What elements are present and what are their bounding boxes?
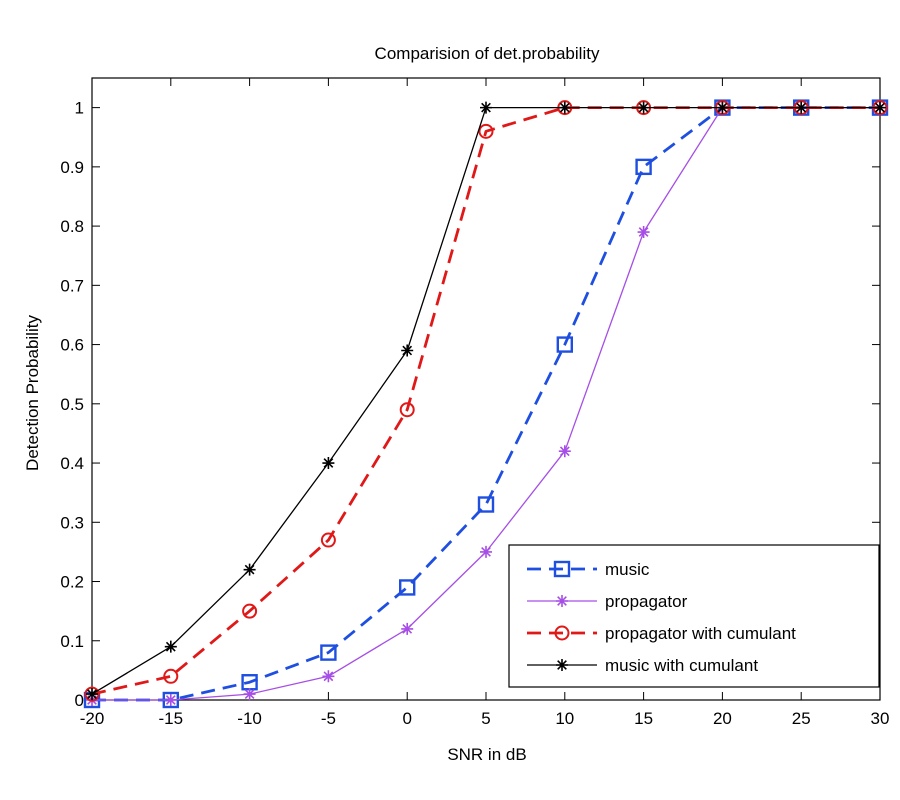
data-point-propagator-with-cumulant — [399, 402, 415, 418]
data-point-propagator — [637, 226, 650, 239]
legend-label-propagator-with-cumulant: propagator with cumulant — [605, 624, 796, 643]
data-point-music — [477, 496, 495, 513]
y-tick-label: 0.9 — [60, 158, 84, 177]
data-point-music-with-cumulant — [401, 344, 414, 357]
x-tick-label: 0 — [402, 709, 411, 728]
data-point-music-with-cumulant — [164, 640, 177, 653]
legend-marker-music-with-cumulant — [556, 659, 568, 671]
x-tick-label: 10 — [555, 709, 574, 728]
legend-label-music-with-cumulant: music with cumulant — [605, 656, 758, 675]
legend-marker-propagator — [556, 595, 568, 607]
data-point-music-with-cumulant — [558, 101, 571, 114]
data-point-music-with-cumulant — [480, 101, 492, 114]
data-point-music-with-cumulant — [86, 688, 98, 701]
data-point-propagator-with-cumulant — [320, 532, 336, 548]
y-tick-label: 0 — [75, 691, 84, 710]
data-point-propagator — [558, 445, 571, 458]
series-music-with-cumulant — [86, 101, 886, 701]
data-point-propagator-with-cumulant — [163, 668, 179, 684]
x-tick-label: -20 — [80, 709, 105, 728]
data-point-propagator — [480, 545, 492, 558]
series-layer — [83, 99, 889, 709]
y-tick-label: 0.6 — [60, 336, 84, 355]
x-tick-label: 20 — [713, 709, 732, 728]
x-tick-label: -15 — [159, 709, 184, 728]
y-tick-label: 0.3 — [60, 513, 84, 532]
x-tick-label: -10 — [237, 709, 262, 728]
data-point-propagator — [322, 670, 335, 683]
x-tick-label: 30 — [871, 709, 890, 728]
x-tick-label: -5 — [321, 709, 336, 728]
x-tick-label: 5 — [481, 709, 490, 728]
data-point-music — [399, 579, 416, 596]
y-tick-label: 0.4 — [60, 454, 84, 473]
data-point-music-with-cumulant — [322, 457, 335, 470]
data-point-propagator-with-cumulant — [478, 123, 494, 139]
legend-box — [508, 544, 880, 688]
data-point-music — [556, 336, 573, 353]
data-point-propagator-with-cumulant — [242, 603, 258, 619]
x-axis: -20 -15 -10 -5 0 5 10 15 20 25 30 — [80, 78, 890, 728]
x-axis-label: SNR in dB — [447, 745, 526, 764]
legend: music propagator propagator with cumulant m… — [508, 544, 880, 688]
y-tick-label: 0.8 — [60, 217, 84, 236]
data-point-music-with-cumulant — [874, 101, 886, 114]
y-axis: 0 0.1 0.2 0.3 0.4 0.5 0.6 0.7 0.8 0.9 1 — [60, 99, 880, 710]
y-tick-label: 1 — [75, 99, 84, 118]
data-point-propagator-with-cumulant — [84, 686, 100, 702]
legend-label-music: music — [605, 560, 650, 579]
y-tick-label: 0.5 — [60, 395, 84, 414]
legend-marker-propagator-with-cumulant — [554, 625, 570, 641]
data-point-music-with-cumulant — [243, 563, 256, 576]
data-point-music-with-cumulant — [716, 101, 729, 114]
data-point-music-with-cumulant — [795, 101, 808, 114]
y-tick-label: 0.2 — [60, 573, 84, 592]
legend-marker-music — [553, 560, 571, 578]
data-point-propagator — [243, 688, 256, 701]
y-tick-label: 0.1 — [60, 632, 84, 651]
data-point-propagator — [164, 694, 177, 706]
y-tick-label: 0.7 — [60, 276, 84, 295]
y-axis-label: Detection Probability — [23, 315, 42, 471]
data-point-propagator — [401, 622, 414, 635]
legend-label-propagator: propagator — [605, 592, 688, 611]
data-point-music — [635, 158, 652, 176]
x-tick-label: 25 — [792, 709, 811, 728]
data-point-music — [320, 644, 337, 661]
x-tick-label: 15 — [634, 709, 653, 728]
chart-title: Comparision of det.probability — [375, 44, 600, 63]
data-point-music-with-cumulant — [637, 101, 650, 114]
